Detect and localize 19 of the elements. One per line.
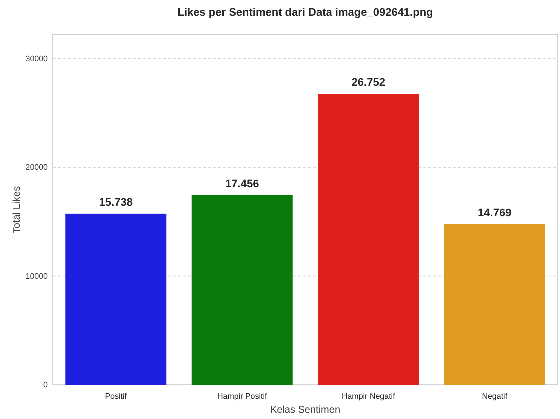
x-tick-label: Negatif [482, 392, 508, 401]
y-tick-label: 30000 [26, 54, 49, 64]
bar [66, 214, 167, 385]
y-tick-label: 0 [44, 380, 49, 390]
data-label: 17.456 [226, 178, 260, 190]
x-tick-label: Hampir Negatif [342, 392, 396, 401]
bar [192, 195, 293, 385]
y-axis-title: Total Likes [12, 186, 23, 234]
x-tick-label: Positif [105, 392, 128, 401]
bar [318, 94, 420, 385]
x-axis-title: Kelas Sentimen [270, 405, 341, 416]
data-label: 15.738 [99, 196, 133, 209]
y-tick-label: 10000 [26, 272, 49, 281]
bar [444, 224, 546, 385]
x-tick-label: Hampir Positif [217, 392, 268, 401]
data-label: 26.752 [352, 77, 386, 90]
chart-title: Likes per Sentiment dari Data image_092641.png [178, 7, 434, 19]
y-tick-label: 20000 [26, 163, 49, 172]
data-label: 14.769 [478, 207, 512, 220]
